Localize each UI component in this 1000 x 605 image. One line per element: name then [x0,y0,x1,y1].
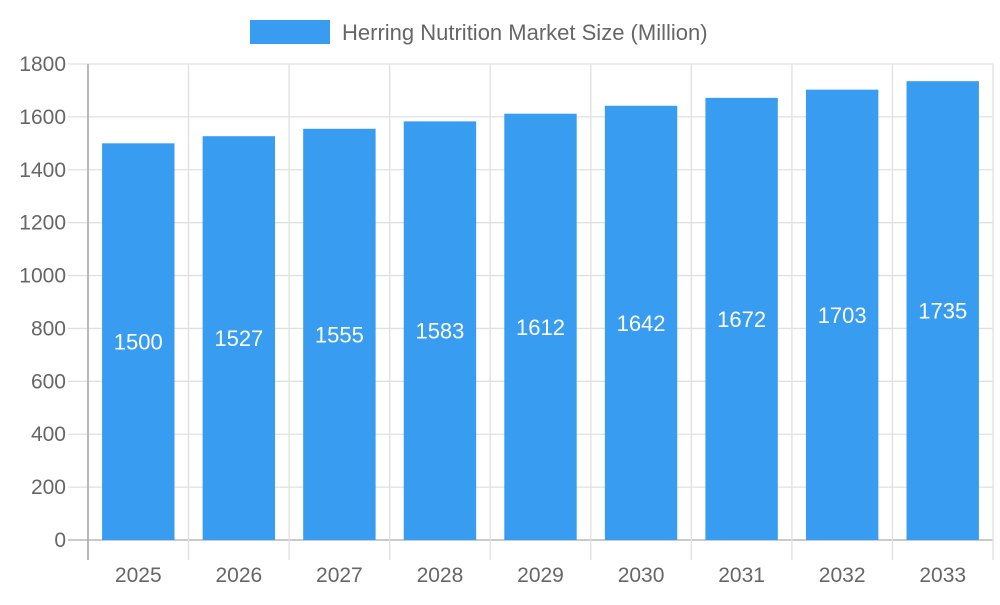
x-tick-label: 2030 [618,564,665,587]
data-label: 1703 [818,303,867,328]
y-tick-label: 1000 [19,265,66,288]
bar-2031 [705,97,778,541]
legend: Herring Nutrition Market Size (Million) [250,20,708,45]
y-tick-label: 200 [31,476,66,499]
data-label: 1527 [214,326,263,351]
x-tick-label: 2025 [115,564,162,587]
legend-swatch [250,20,330,44]
x-tick-label: 2028 [417,564,464,587]
data-label: 1642 [617,311,666,336]
y-tick-label: 600 [31,370,66,393]
bar-2032 [805,89,879,540]
data-label: 1735 [918,299,967,324]
y-tick-label: 400 [31,423,66,446]
bar-2030 [604,105,678,540]
x-tick-label: 2033 [919,564,966,587]
y-tick-label: 800 [31,317,66,340]
x-tick-label: 2027 [316,564,363,587]
bar-2025 [102,143,175,541]
data-label: 1555 [315,322,364,347]
data-label: 1672 [717,307,766,332]
data-label: 1583 [415,319,464,344]
x-tick-label: 2029 [517,564,564,587]
bar-2033 [906,81,979,540]
x-tick-label: 2032 [819,564,866,587]
data-label: 1500 [114,330,163,355]
bar-2027 [303,128,376,541]
y-tick-label: 1400 [19,159,66,182]
y-tick-label: 1800 [19,53,66,76]
legend-label: Herring Nutrition Market Size (Million) [342,20,708,45]
bar-2029 [504,113,577,541]
bar-2026 [202,136,276,540]
data-label: 1612 [516,315,565,340]
y-tick-label: 0 [54,529,66,552]
x-tick-label: 2026 [215,564,262,587]
y-tick-label: 1200 [19,212,66,235]
bar-2028 [403,121,477,540]
y-tick-label: 1600 [19,106,66,129]
x-tick-label: 2031 [718,564,765,587]
